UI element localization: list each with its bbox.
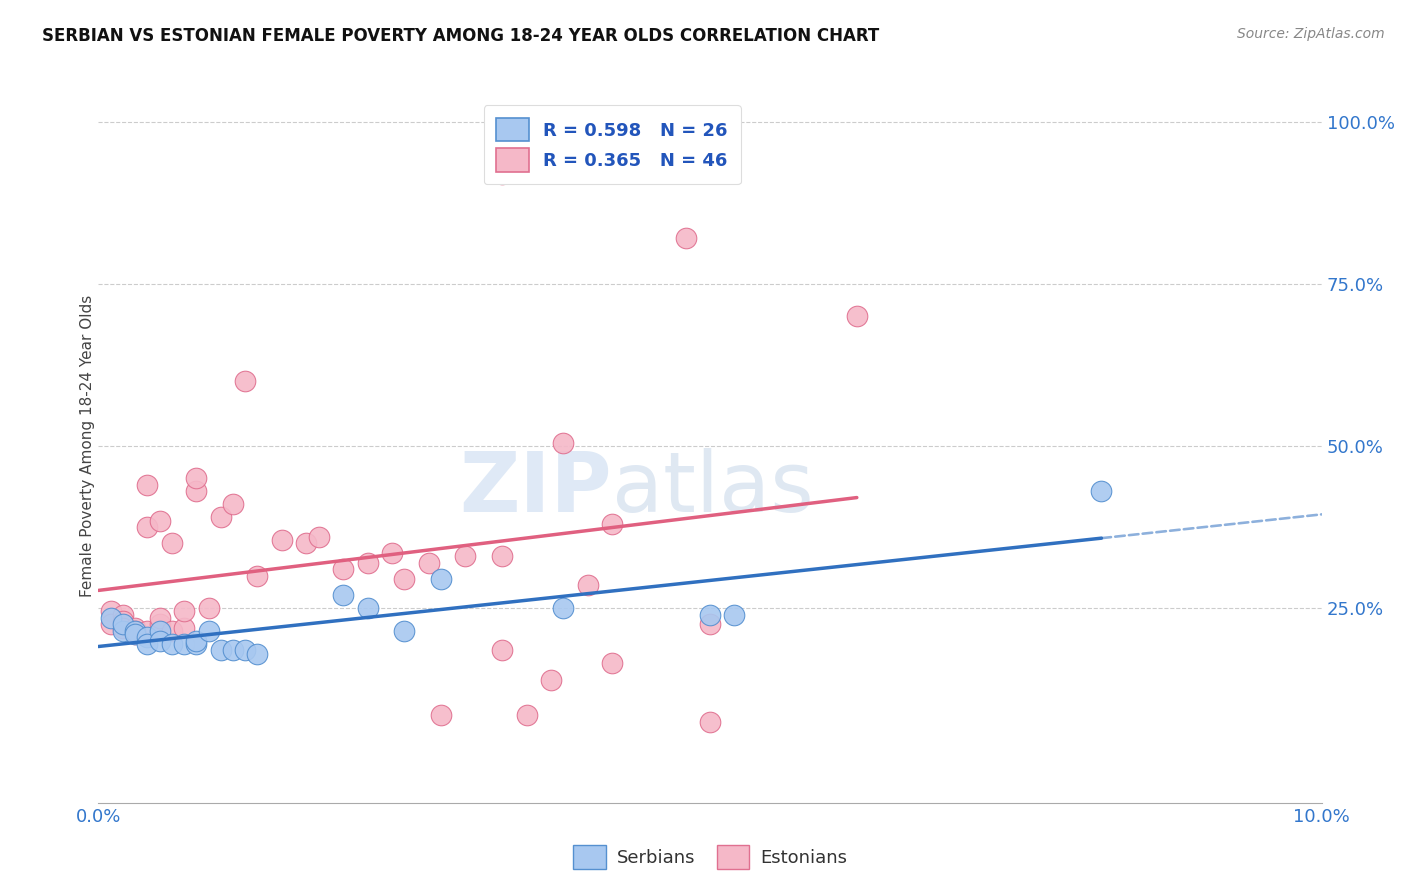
Point [418, 556, 440, 570]
Point [149, 617, 172, 632]
Point [149, 611, 172, 625]
Point [430, 708, 453, 723]
Point [222, 643, 245, 657]
Point [699, 617, 721, 632]
Point [600, 516, 623, 531]
Point [392, 572, 416, 586]
Point [111, 624, 134, 638]
Point [100, 604, 122, 618]
Point [233, 643, 256, 657]
Point [124, 627, 146, 641]
Point [209, 510, 232, 524]
Point [186, 471, 208, 485]
Point [356, 556, 378, 570]
Point [699, 607, 721, 622]
Point [332, 562, 354, 576]
Point [600, 657, 623, 671]
Point [100, 611, 122, 625]
Point [209, 643, 232, 657]
Text: ZIP: ZIP [460, 449, 612, 529]
Point [160, 637, 183, 651]
Point [553, 435, 575, 450]
Point [233, 374, 256, 388]
Point [136, 520, 159, 534]
Point [173, 637, 195, 651]
Point [197, 624, 219, 638]
Point [197, 601, 219, 615]
Point [111, 621, 134, 635]
Point [553, 601, 575, 615]
Point [392, 624, 416, 638]
Point [491, 167, 513, 181]
Point [149, 624, 172, 638]
Point [576, 578, 599, 592]
Point [160, 624, 183, 638]
Point [246, 568, 269, 582]
Point [111, 607, 134, 622]
Point [136, 631, 159, 645]
Point [699, 714, 721, 729]
Point [356, 601, 378, 615]
Point [173, 621, 195, 635]
Point [332, 588, 354, 602]
Point [124, 627, 146, 641]
Point [186, 484, 208, 499]
Point [430, 572, 453, 586]
Point [100, 617, 122, 632]
Point [111, 614, 134, 628]
Point [149, 633, 172, 648]
Point [1090, 484, 1112, 499]
Point [222, 497, 245, 511]
Point [295, 536, 318, 550]
Point [246, 647, 269, 661]
Point [186, 637, 208, 651]
Y-axis label: Female Poverty Among 18-24 Year Olds: Female Poverty Among 18-24 Year Olds [80, 295, 94, 597]
Point [136, 637, 159, 651]
Text: Source: ZipAtlas.com: Source: ZipAtlas.com [1237, 27, 1385, 41]
Point [491, 643, 513, 657]
Point [124, 624, 146, 638]
Point [186, 633, 208, 648]
Point [270, 533, 292, 547]
Point [516, 708, 538, 723]
Point [111, 617, 134, 632]
Point [491, 549, 513, 564]
Point [675, 231, 697, 245]
Point [454, 549, 477, 564]
Point [124, 624, 146, 638]
Point [149, 514, 172, 528]
Point [124, 621, 146, 635]
Point [308, 530, 330, 544]
Point [136, 624, 159, 638]
Point [381, 546, 404, 560]
Point [723, 607, 745, 622]
Point [845, 310, 868, 324]
Point [173, 604, 195, 618]
Text: atlas: atlas [612, 449, 814, 529]
Point [160, 536, 183, 550]
Legend: Serbians, Estonians: Serbians, Estonians [565, 838, 855, 876]
Point [136, 478, 159, 492]
Text: SERBIAN VS ESTONIAN FEMALE POVERTY AMONG 18-24 YEAR OLDS CORRELATION CHART: SERBIAN VS ESTONIAN FEMALE POVERTY AMONG… [42, 27, 879, 45]
Point [540, 673, 562, 687]
